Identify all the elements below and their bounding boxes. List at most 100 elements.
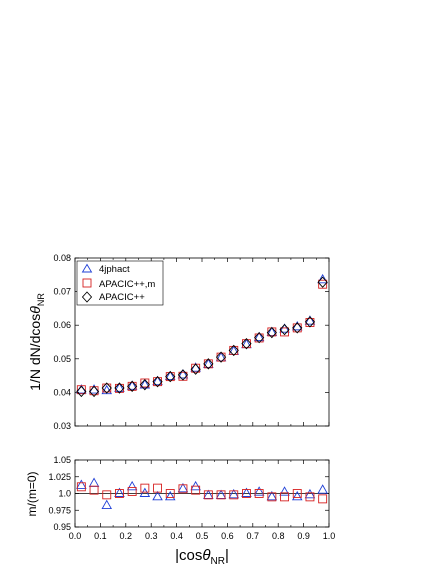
main-point-diamond xyxy=(190,363,201,375)
main-point-triangle xyxy=(241,338,252,349)
main-point-diamond xyxy=(241,338,252,350)
main-point-triangle xyxy=(164,370,176,381)
main-point-diamond xyxy=(279,323,290,336)
ratio-point-square xyxy=(114,489,124,498)
ratio-point-square xyxy=(178,484,188,494)
ratio-point-square xyxy=(241,489,251,498)
ratio-axis-ticks: 0.0 0.1 0.2 0.3 0.4 0.5 0.6 0.7 0.8 0.9 1.0 0.95 0.9… xyxy=(48,455,335,541)
ratio-point-square xyxy=(140,483,150,493)
main-y-tick-label: 0.05 xyxy=(53,354,71,364)
ratio-point-triangle xyxy=(304,488,316,499)
ratio-y-tick-label: 1.0 xyxy=(58,489,71,499)
main-point-diamond xyxy=(177,369,189,381)
main-point-triangle xyxy=(101,384,113,395)
ratio-point-square xyxy=(165,489,175,498)
ratio-y-tick-label: 0.975 xyxy=(48,505,71,515)
ratio-point-square xyxy=(216,490,226,500)
main-point-triangle xyxy=(177,369,189,379)
x-tick-label: 0.5 xyxy=(196,531,209,541)
ratio-point-triangle xyxy=(266,490,278,501)
ratio-point-square xyxy=(191,485,201,495)
main-y-tick-label: 0.04 xyxy=(53,387,71,397)
main-point-square xyxy=(318,279,328,289)
ratio-point-square xyxy=(203,490,213,500)
legend-label-4jphact: 4jphact xyxy=(99,264,130,275)
x-tick-label: 0.6 xyxy=(221,531,234,541)
ratio-point-triangle xyxy=(126,480,138,491)
main-point-triangle xyxy=(139,379,151,389)
main-point-square xyxy=(76,385,86,395)
main-point-triangle xyxy=(228,345,240,355)
main-point-triangle xyxy=(317,273,328,284)
main-panel: 0.030.040.050.060.070.08 1/N dN/dcosθNR … xyxy=(27,253,330,431)
legend: 4jphact APACIC++,m APACIC++ xyxy=(76,260,164,306)
main-point-diamond xyxy=(101,382,112,394)
main-point-square xyxy=(140,378,150,388)
main-point-triangle xyxy=(215,351,227,362)
ratio-point-square xyxy=(305,492,315,502)
main-point-diamond xyxy=(203,358,214,370)
ratio-point-square xyxy=(229,490,239,500)
x-tick-label: 0.2 xyxy=(120,531,133,541)
main-point-diamond xyxy=(165,370,176,383)
ratio-point-triangle xyxy=(228,488,240,499)
main-point-triangle xyxy=(253,331,265,342)
main-point-diamond xyxy=(152,375,163,388)
x-tick-label: 0.7 xyxy=(247,531,260,541)
main-point-diamond xyxy=(266,326,277,339)
main-y-axis-label: 1/N dN/dcosθNR xyxy=(27,293,46,391)
x-tick-label: 0.1 xyxy=(94,531,107,541)
main-point-triangle xyxy=(114,382,125,392)
ratio-point-square xyxy=(292,489,302,498)
x-tick-label: 0.3 xyxy=(145,531,158,541)
ratio-point-square xyxy=(89,485,99,495)
main-y-tick-label: 0.08 xyxy=(53,253,71,263)
ratio-point-triangle xyxy=(101,499,113,510)
legend-label-apacic-m: APACIC++,m xyxy=(99,279,155,290)
ratio-point-triangle xyxy=(241,487,252,497)
ratio-y-tick-label: 1.025 xyxy=(48,472,71,482)
ratio-point-triangle xyxy=(203,489,214,499)
x-tick-label: 0.9 xyxy=(297,531,310,541)
x-tick-label: 1.0 xyxy=(323,531,336,541)
ratio-point-triangle xyxy=(88,477,100,487)
main-point-diamond xyxy=(114,382,125,394)
ratio-point-square xyxy=(280,492,289,502)
main-data-points xyxy=(76,273,328,398)
legend-square-icon xyxy=(82,278,92,288)
ratio-point-square xyxy=(76,482,86,492)
x-tick-label: 0.0 xyxy=(69,531,82,541)
main-point-triangle xyxy=(152,375,163,386)
main-point-diamond xyxy=(228,344,239,357)
ratio-point-square xyxy=(318,494,328,504)
ratio-point-triangle xyxy=(279,486,290,496)
ratio-point-triangle xyxy=(152,490,163,501)
ratio-data-points xyxy=(76,477,328,510)
ratio-point-triangle xyxy=(114,487,125,497)
ratio-y-axis-label: m/(m=0) xyxy=(25,471,39,516)
ratio-point-square xyxy=(267,492,277,502)
ratio-point-triangle xyxy=(291,490,303,501)
legend-label-apacic: APACIC++ xyxy=(99,292,145,303)
ratio-point-triangle xyxy=(76,479,87,489)
main-point-diamond xyxy=(304,316,316,328)
main-point-square xyxy=(241,339,251,349)
ratio-y-tick-label: 1.05 xyxy=(53,455,71,465)
x-tick-label: 0.4 xyxy=(170,531,183,541)
main-point-diamond xyxy=(76,385,87,398)
main-point-triangle xyxy=(203,358,214,368)
main-y-tick-label: 0.07 xyxy=(53,287,71,297)
main-point-triangle xyxy=(126,380,138,390)
legend-triangle-icon xyxy=(81,263,93,273)
main-point-diamond xyxy=(88,385,100,398)
main-point-diamond xyxy=(139,378,150,391)
legend-diamond-icon xyxy=(81,291,93,303)
ratio-point-triangle xyxy=(215,489,227,499)
main-point-diamond xyxy=(254,331,265,344)
main-point-square xyxy=(292,323,302,333)
ratio-point-triangle xyxy=(317,484,328,494)
x-axis-label: |cosθNR| xyxy=(175,547,229,564)
ratio-point-square xyxy=(102,490,112,500)
ratio-point-triangle xyxy=(177,482,189,493)
